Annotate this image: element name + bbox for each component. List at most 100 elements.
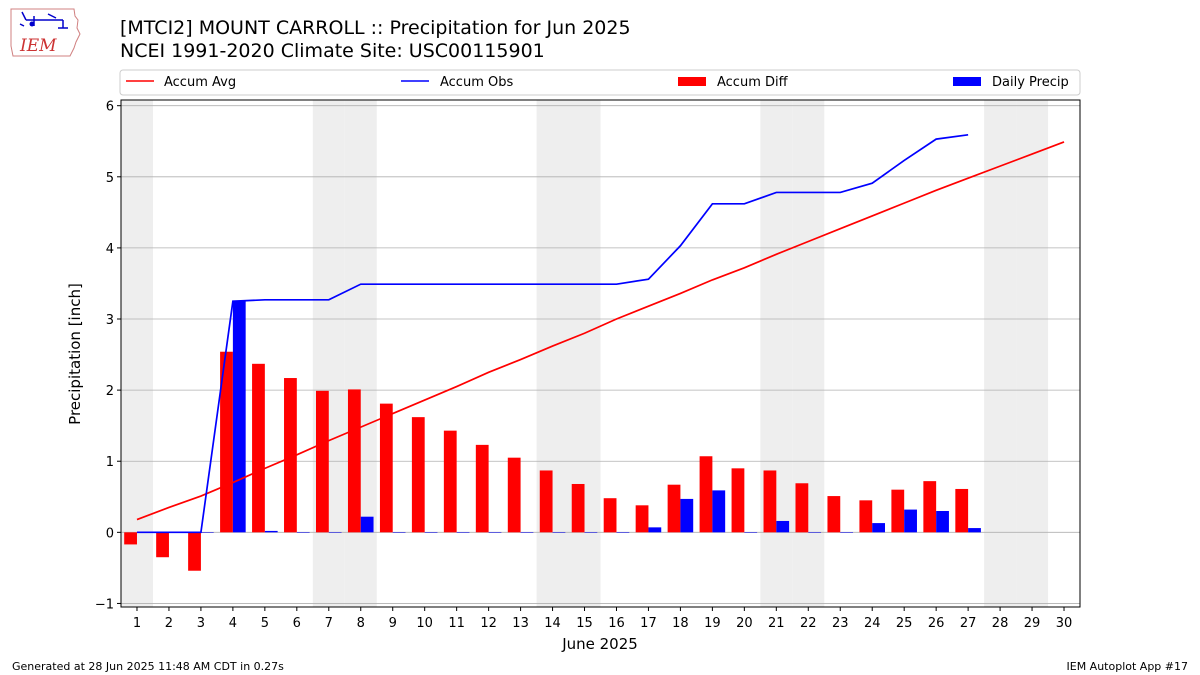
bar-accum-diff-day-1 <box>124 532 137 545</box>
y-tick-label-0: 0 <box>106 526 114 541</box>
weekend-shade-28 <box>984 100 1017 607</box>
y-tick-label-1: 1 <box>106 455 114 470</box>
bar-accum-diff-day-26 <box>923 481 937 533</box>
bar-daily-precip-day-7 <box>328 532 342 533</box>
bar-accum-diff-day-17 <box>635 505 649 533</box>
bar-accum-diff-day-23 <box>827 496 841 533</box>
bar-daily-precip-day-26 <box>936 511 949 533</box>
line-accum-obs <box>136 134 969 534</box>
legend-swatch-daily-precip <box>953 77 981 86</box>
bar-daily-precip-day-15 <box>584 532 598 533</box>
chart-title: [MTCI2] MOUNT CARROLL :: Precipitation f… <box>120 17 631 39</box>
iowa-outline-icon <box>10 8 81 57</box>
bar-accum-diff-day-9 <box>379 403 393 533</box>
bar-accum-diff-day-11 <box>443 430 457 533</box>
bar-accum-diff-day-6 <box>284 378 297 533</box>
bar-accum-diff-day-16 <box>603 498 617 533</box>
bar-accum-diff-day-27 <box>955 488 969 533</box>
x-tick-label-1: 1 <box>133 616 141 631</box>
bar-daily-precip-day-25 <box>904 509 917 533</box>
x-tick-label-3: 3 <box>197 616 205 631</box>
x-axis-label: June 2025 <box>561 635 638 653</box>
iem-logo: IEM <box>10 8 81 57</box>
legend-box <box>119 69 1081 96</box>
x-tick-label-10: 10 <box>416 616 433 631</box>
bar-daily-precip-day-18 <box>680 498 694 533</box>
bar-accum-diff-day-8 <box>347 389 361 533</box>
y-axis-label: Precipitation [inch] <box>66 283 84 425</box>
bar-daily-precip-day-24 <box>872 523 886 533</box>
legend-swatch-accum-diff <box>678 77 706 86</box>
x-tick-label-4: 4 <box>229 616 237 631</box>
y-tick-label-4: 4 <box>106 242 114 257</box>
x-tick-label-29: 29 <box>1024 616 1041 631</box>
x-tick-label-20: 20 <box>736 616 753 631</box>
weather-instrument-icon <box>19 11 68 29</box>
bar-daily-precip-day-11 <box>456 532 470 533</box>
bar-daily-precip-day-22 <box>808 532 822 533</box>
x-tick-label-2: 2 <box>165 616 173 631</box>
bar-daily-precip-day-23 <box>840 532 854 533</box>
y-tick-label-5: 5 <box>106 171 114 186</box>
bar-daily-precip-day-21 <box>776 520 790 533</box>
bar-accum-diff-day-3 <box>188 532 201 571</box>
instrument-dot-icon <box>29 21 35 27</box>
bar-daily-precip-day-6 <box>296 532 310 533</box>
bar-daily-precip-day-20 <box>744 532 758 533</box>
legend-label-accum-obs: Accum Obs <box>440 75 513 90</box>
x-tick-label-23: 23 <box>832 616 849 631</box>
bar-daily-precip-day-9 <box>392 532 406 533</box>
bar-daily-precip-day-14 <box>552 532 566 533</box>
footer-generated-text: Generated at 28 Jun 2025 11:48 AM CDT in… <box>12 660 284 673</box>
footer-app-text: IEM Autoplot App #17 <box>1066 660 1189 673</box>
plot-frame <box>120 99 1081 608</box>
bar-daily-precip-day-17 <box>648 527 662 533</box>
x-tick-label-22: 22 <box>800 616 817 631</box>
bar-accum-diff-day-7 <box>315 390 329 533</box>
bar-accum-diff-day-14 <box>539 470 553 533</box>
legend: Accum Avg Accum Obs Accum Diff Daily Pre… <box>119 69 1081 96</box>
bar-daily-precip-day-4 <box>232 301 246 533</box>
y-tick-label-2: 2 <box>106 384 114 399</box>
x-tick-label-30: 30 <box>1056 616 1073 631</box>
bar-daily-precip-day-12 <box>488 532 502 533</box>
bar-daily-precip-day-5 <box>264 530 278 533</box>
bar-daily-precip-day-19 <box>712 490 726 533</box>
x-tick-label-7: 7 <box>325 616 333 631</box>
bar-daily-precip-day-13 <box>520 532 534 533</box>
x-tick-label-5: 5 <box>261 616 269 631</box>
bar-daily-precip-day-27 <box>968 528 981 533</box>
x-tick-label-9: 9 <box>389 616 397 631</box>
lines <box>136 134 1065 534</box>
x-tick-label-14: 14 <box>544 616 561 631</box>
bar-accum-diff-day-5 <box>252 363 265 533</box>
bar-accum-diff-day-19 <box>699 456 713 533</box>
x-tick-label-12: 12 <box>480 616 497 631</box>
legend-label-accum-avg: Accum Avg <box>164 75 236 90</box>
legend-label-accum-diff: Accum Diff <box>717 75 789 90</box>
legend-label-daily-precip: Daily Precip <box>992 75 1069 90</box>
x-tick-label-6: 6 <box>293 616 301 631</box>
bar-accum-diff-day-2 <box>156 532 169 558</box>
bar-accum-diff-day-18 <box>667 484 681 533</box>
x-tick-label-24: 24 <box>864 616 881 631</box>
bar-daily-precip-day-10 <box>424 532 438 533</box>
bar-accum-diff-day-20 <box>731 468 745 533</box>
bar-daily-precip-day-16 <box>616 532 630 533</box>
chart-subtitle: NCEI 1991-2020 Climate Site: USC00115901 <box>120 40 545 62</box>
bar-accum-diff-day-25 <box>891 489 905 533</box>
logo-text: IEM <box>19 36 57 56</box>
x-tick-label-28: 28 <box>992 616 1009 631</box>
x-tick-label-16: 16 <box>608 616 625 631</box>
x-tick-label-21: 21 <box>768 616 785 631</box>
y-tick-label--1: −1 <box>95 597 114 612</box>
bar-accum-diff-day-22 <box>795 483 809 533</box>
x-tick-label-15: 15 <box>576 616 593 631</box>
y-tick-label-3: 3 <box>106 313 114 328</box>
bar-accum-diff-day-10 <box>411 417 425 533</box>
bars <box>124 301 981 571</box>
x-tick-label-27: 27 <box>960 616 977 631</box>
x-tick-label-25: 25 <box>896 616 913 631</box>
